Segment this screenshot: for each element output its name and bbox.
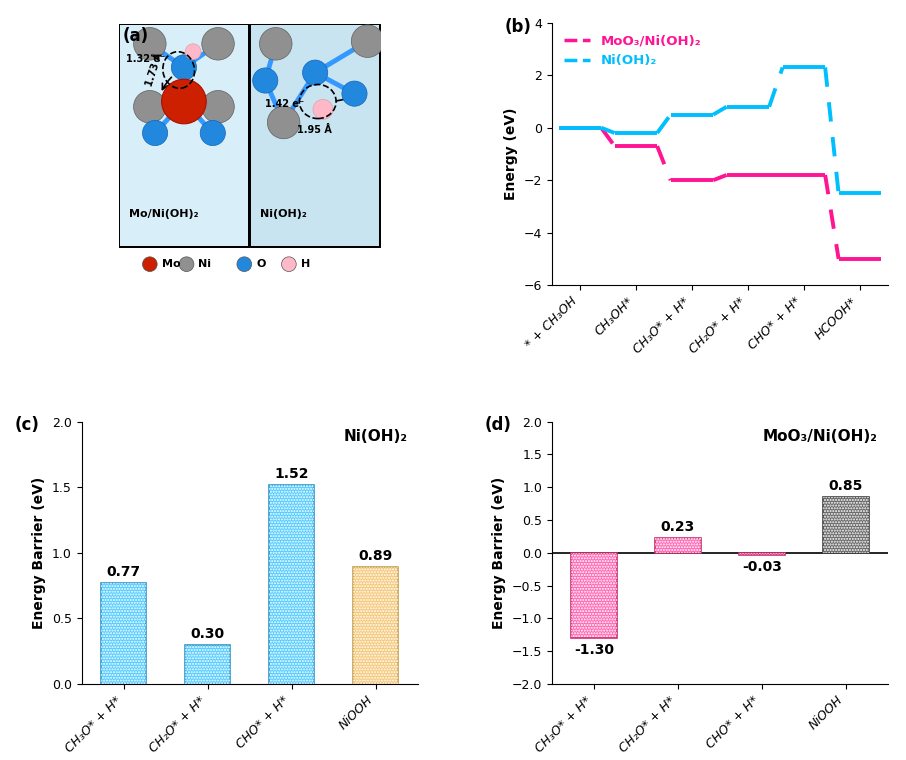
Text: 0.89: 0.89 (359, 549, 392, 563)
Circle shape (352, 25, 384, 58)
Circle shape (342, 81, 367, 106)
Text: 1.32 e⁻: 1.32 e⁻ (126, 54, 165, 64)
Circle shape (185, 44, 201, 59)
Circle shape (253, 68, 278, 93)
FancyBboxPatch shape (101, 583, 146, 684)
Bar (251, 25, 380, 245)
FancyBboxPatch shape (120, 25, 248, 245)
Circle shape (171, 55, 197, 80)
Circle shape (179, 257, 194, 271)
Circle shape (133, 27, 166, 60)
FancyBboxPatch shape (269, 485, 314, 684)
Circle shape (133, 90, 166, 123)
Bar (120, 25, 248, 245)
FancyBboxPatch shape (185, 644, 230, 684)
Text: Ni: Ni (198, 259, 211, 269)
Text: Mo/Ni(OH)₂: Mo/Ni(OH)₂ (129, 209, 198, 219)
FancyBboxPatch shape (739, 553, 785, 555)
Legend: MoO₃/Ni(OH)₂, Ni(OH)₂: MoO₃/Ni(OH)₂, Ni(OH)₂ (558, 30, 707, 72)
Text: Mo: Mo (161, 259, 180, 269)
Text: O: O (256, 259, 265, 269)
Y-axis label: Energy Barrier (eV): Energy Barrier (eV) (492, 477, 506, 629)
Text: (c): (c) (14, 416, 39, 435)
Circle shape (161, 79, 207, 124)
Text: H: H (301, 259, 310, 269)
Circle shape (142, 120, 168, 146)
Text: 1.42 e⁻: 1.42 e⁻ (265, 99, 304, 109)
Circle shape (200, 120, 226, 146)
Y-axis label: Energy (eV): Energy (eV) (505, 108, 518, 200)
Circle shape (303, 60, 328, 85)
Text: Ni(OH)₂: Ni(OH)₂ (260, 209, 307, 219)
Text: (d): (d) (485, 416, 512, 435)
Circle shape (267, 106, 300, 139)
FancyBboxPatch shape (352, 567, 399, 684)
Text: (a): (a) (122, 27, 149, 45)
Circle shape (202, 90, 235, 123)
Y-axis label: Energy Barrier (eV): Energy Barrier (eV) (33, 477, 46, 629)
Circle shape (237, 257, 252, 271)
Text: 1.73 Å: 1.73 Å (145, 52, 165, 87)
Text: 0.77: 0.77 (107, 565, 140, 579)
Circle shape (282, 257, 296, 271)
Circle shape (202, 27, 235, 60)
Text: 0.85: 0.85 (829, 479, 863, 493)
Text: -0.03: -0.03 (742, 560, 782, 574)
FancyBboxPatch shape (571, 553, 617, 638)
Text: 1.52: 1.52 (275, 467, 309, 480)
Text: MoO₃/Ni(OH)₂: MoO₃/Ni(OH)₂ (763, 429, 878, 445)
FancyBboxPatch shape (251, 25, 380, 245)
FancyBboxPatch shape (655, 538, 700, 553)
Text: 0.23: 0.23 (660, 520, 695, 534)
Circle shape (313, 100, 333, 119)
Text: -1.30: -1.30 (573, 643, 614, 657)
FancyBboxPatch shape (824, 497, 869, 553)
Text: (b): (b) (505, 17, 532, 36)
Circle shape (259, 27, 292, 60)
Text: 1.95 Å: 1.95 Å (297, 125, 332, 135)
Text: Ni(OH)₂: Ni(OH)₂ (343, 429, 408, 445)
Text: 0.30: 0.30 (190, 627, 225, 641)
Circle shape (142, 257, 157, 271)
